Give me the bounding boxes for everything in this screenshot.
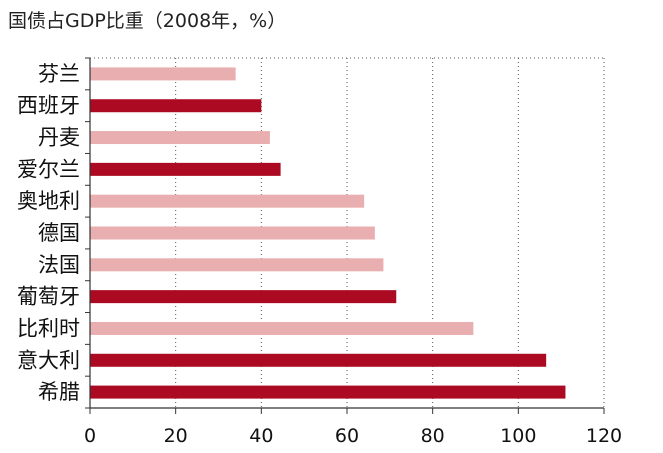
bar-9 — [90, 353, 547, 367]
bar-3 — [90, 162, 281, 176]
bar-2 — [90, 131, 270, 145]
bars — [90, 67, 566, 399]
category-label-6: 法国 — [38, 253, 80, 277]
x-tick-label-6: 120 — [586, 425, 622, 447]
tick-labels: 0 20 40 60 80 100 120 — [84, 425, 622, 447]
category-label-0: 芬兰 — [38, 62, 80, 86]
bar-4 — [90, 194, 365, 208]
x-tick-label-4: 80 — [421, 425, 445, 447]
category-label-3: 爱尔兰 — [17, 157, 80, 181]
x-tick-label-3: 60 — [335, 425, 359, 447]
category-label-8: 比利时 — [17, 316, 80, 340]
category-label-2: 丹麦 — [38, 126, 80, 150]
category-label-4: 奥地利 — [17, 189, 80, 213]
category-label-10: 希腊 — [38, 380, 80, 404]
axes — [85, 57, 605, 414]
category-label-1: 西班牙 — [17, 94, 80, 118]
x-tick-label-5: 100 — [500, 425, 536, 447]
bar-5 — [90, 226, 375, 240]
gridlines — [90, 57, 605, 408]
bar-7 — [90, 290, 397, 304]
chart-title: 国债占GDP比重（2008年，%） — [8, 10, 287, 32]
bar-8 — [90, 321, 474, 335]
bar-10 — [90, 385, 566, 399]
bar-1 — [90, 99, 262, 113]
x-tick-label-2: 40 — [249, 425, 273, 447]
category-label-5: 德国 — [38, 221, 80, 245]
category-label-9: 意大利 — [17, 348, 80, 372]
x-tick-label-1: 20 — [164, 425, 188, 447]
category-label-7: 葡萄牙 — [17, 285, 80, 309]
bar-6 — [90, 258, 384, 272]
x-tick-label-0: 0 — [84, 425, 96, 447]
bar-0 — [90, 67, 236, 81]
